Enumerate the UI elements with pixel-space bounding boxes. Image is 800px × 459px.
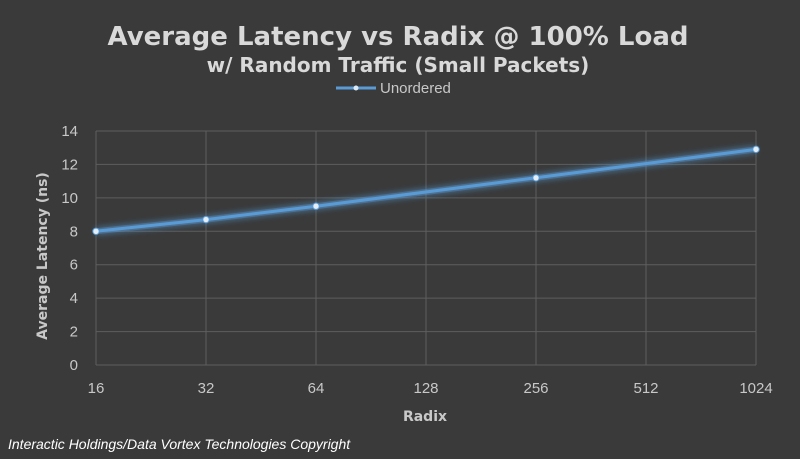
data-point-32	[202, 215, 210, 224]
legend: Unordered	[336, 80, 451, 97]
x-tick-label: 64	[308, 380, 325, 397]
y-axis-label: Average Latency (ns)	[35, 172, 51, 340]
x-tick-label: 512	[633, 380, 658, 397]
y-tick-label: 2	[70, 324, 78, 341]
x-tick-label: 16	[88, 380, 105, 397]
y-tick-label: 8	[70, 223, 78, 240]
y-tick-label: 10	[61, 190, 78, 207]
y-tick-label: 14	[61, 123, 78, 140]
x-tick-label: 256	[523, 380, 548, 397]
y-axis-ticks: 0 2 4 6 8 10 12 14	[61, 123, 78, 374]
x-tick-label: 128	[413, 380, 438, 397]
copyright-text: Interactic Holdings/Data Vortex Technolo…	[8, 436, 351, 452]
grid	[95, 130, 757, 366]
x-axis-ticks: 16 32 64 128 256 512 1024	[88, 380, 773, 397]
x-axis-label: Radix	[403, 409, 447, 425]
chart-subtitle: w/ Random Traffic (Small Packets)	[207, 53, 590, 77]
data-point-256	[532, 174, 540, 182]
x-tick-label: 1024	[739, 380, 772, 397]
y-tick-label: 4	[70, 290, 78, 307]
legend-label-unordered: Unordered	[380, 80, 451, 97]
y-tick-label: 6	[70, 257, 78, 274]
y-tick-label: 12	[61, 156, 78, 173]
legend-marker-swatch	[353, 85, 359, 91]
data-point-1024	[752, 145, 760, 154]
series-unordered	[92, 145, 760, 235]
x-tick-label: 32	[198, 380, 215, 397]
chart-title: Average Latency vs Radix @ 100% Load	[108, 22, 689, 52]
y-tick-label: 0	[70, 357, 78, 374]
data-point-16	[92, 227, 100, 235]
data-point-64	[312, 202, 320, 210]
